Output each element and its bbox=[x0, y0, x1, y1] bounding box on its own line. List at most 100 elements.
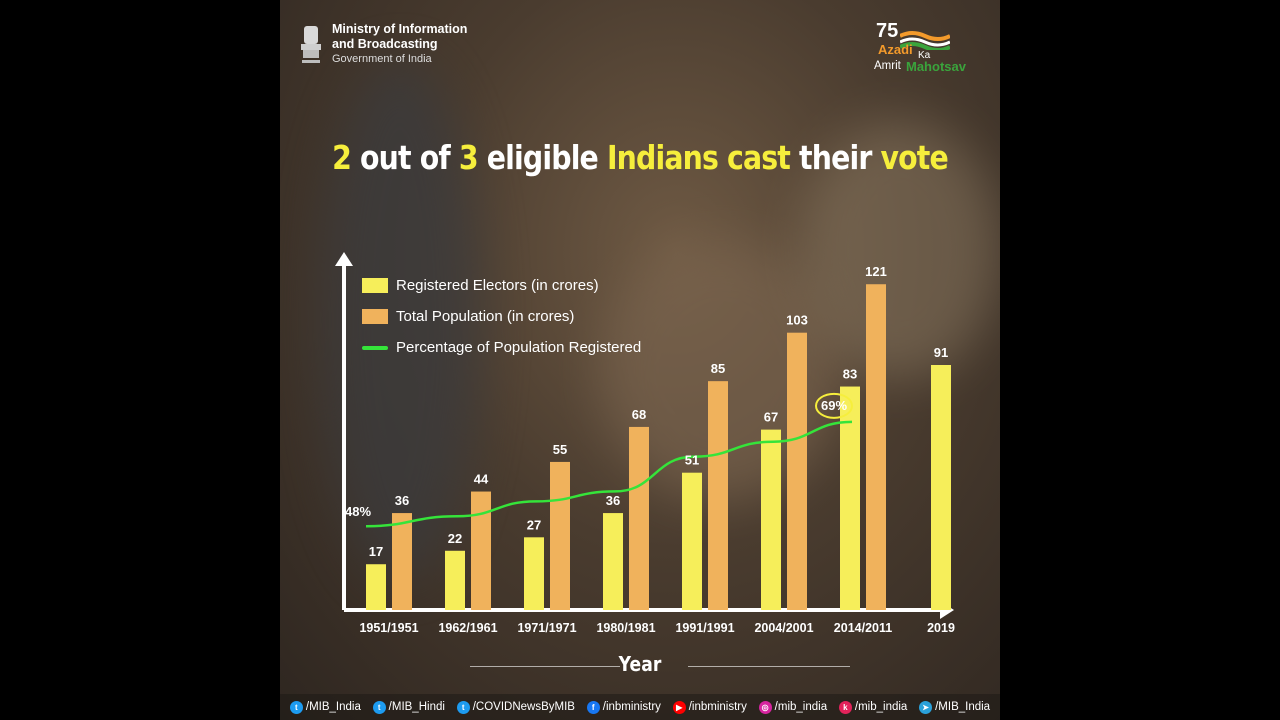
x-axis-title-rule-left bbox=[470, 666, 620, 667]
flag-wave-icon bbox=[900, 31, 950, 50]
social-handle-text: /mib_india bbox=[854, 701, 908, 713]
social-handle-text: /MIB_Hindi bbox=[388, 701, 445, 713]
legend-label: Total Population (in crores) bbox=[396, 308, 575, 325]
logo-amrit: Amrit bbox=[874, 60, 901, 72]
x-tick-label: 2019 bbox=[927, 621, 955, 635]
bar-value-label: 68 bbox=[632, 407, 646, 422]
legend-item-total-population: Total Population (in crores) bbox=[362, 301, 641, 332]
bar-value-label: 91 bbox=[934, 345, 948, 360]
bar-registered-electors bbox=[366, 564, 386, 610]
x-tick-label: 2004/2001 bbox=[754, 621, 813, 635]
social-handle-text: /COVIDNewsByMIB bbox=[472, 701, 575, 713]
line-start-label: 48% bbox=[345, 504, 371, 519]
bar-registered-electors bbox=[840, 386, 860, 610]
infographic-panel: Ministry of Information and Broadcasting… bbox=[280, 0, 1000, 720]
social-handle-text: /inbministry bbox=[602, 701, 661, 713]
bar-total-population bbox=[629, 426, 649, 610]
social-handles-footer: t/MIB_India t/MIB_Hindi t/COVIDNewsByMIB f /… bbox=[280, 694, 1000, 720]
legend-swatch-total-population bbox=[362, 309, 388, 324]
legend-label: Percentage of Population Registered bbox=[396, 339, 642, 356]
chart-legend: Registered Electors (in crores) Total Po… bbox=[362, 270, 641, 363]
logo-75: 75 bbox=[876, 20, 899, 42]
telegram-icon: ➤ bbox=[919, 700, 933, 714]
bar-value-label: 36 bbox=[395, 493, 409, 508]
national-emblem-icon bbox=[301, 26, 321, 63]
headline-segment: 2 bbox=[332, 138, 352, 177]
x-axis-title: Year bbox=[618, 652, 662, 676]
social-handle-text: /inbministry bbox=[688, 701, 747, 713]
bar-total-population bbox=[787, 332, 807, 610]
bar-total-population bbox=[471, 491, 491, 610]
social-handle-text: /mib_india bbox=[774, 701, 828, 713]
bar-marks bbox=[366, 284, 951, 610]
koo-icon: k bbox=[838, 700, 852, 714]
social-handle: f/inbministry bbox=[586, 700, 661, 714]
x-tick-label: 1962/1961 bbox=[438, 621, 497, 635]
bar-registered-electors bbox=[524, 537, 544, 610]
bar-total-population bbox=[550, 461, 570, 610]
bar-value-label: 55 bbox=[553, 442, 567, 457]
bar-value-label: 103 bbox=[786, 313, 808, 328]
bar-value-label: 17 bbox=[369, 544, 383, 559]
bar-registered-electors bbox=[445, 550, 465, 610]
headline-segment: 3 bbox=[458, 138, 479, 177]
headline: 2 out of 3 eligible Indians cast their v… bbox=[330, 138, 949, 177]
facebook-icon: f bbox=[586, 700, 600, 714]
twitter-icon: t bbox=[456, 700, 470, 714]
bar-value-label: 22 bbox=[448, 531, 462, 546]
x-tick-label: 1971/1971 bbox=[517, 621, 576, 635]
social-handle: t/COVIDNewsByMIB bbox=[456, 700, 575, 714]
bar-registered-electors bbox=[603, 513, 623, 610]
bar-total-population bbox=[708, 381, 728, 610]
social-handle-text: /MIB_India bbox=[305, 701, 361, 713]
x-tick-label: 1951/1951 bbox=[359, 621, 418, 635]
social-handle: k/mib_india bbox=[838, 700, 908, 714]
bar-registered-electors bbox=[682, 472, 702, 610]
legend-swatch-percentage-line bbox=[362, 345, 388, 350]
logo-mahotsav: Mahotsav bbox=[906, 59, 966, 74]
line-end-highlight-circle bbox=[815, 392, 853, 419]
social-handle: ➤/MIB_India bbox=[919, 700, 991, 714]
bar-registered-electors bbox=[761, 429, 781, 610]
bar-value-label: 36 bbox=[606, 493, 620, 508]
ministry-name-line1: Ministry of Information bbox=[332, 22, 468, 36]
bar-line-chart: 17 36 1951/1951 22 44 1962/1961 27 55 1971/1971 3… bbox=[335, 252, 955, 635]
chart-labels: 17 36 1951/1951 22 44 1962/1961 27 55 1971/1971 3… bbox=[345, 264, 955, 635]
percentage-line bbox=[365, 420, 853, 528]
legend-item-registered-electors: Registered Electors (in crores) bbox=[362, 270, 641, 301]
percentage-line-layer bbox=[365, 420, 853, 528]
bar-value-label: 83 bbox=[843, 367, 857, 382]
instagram-icon: ◎ bbox=[758, 700, 772, 714]
headline-segment: their bbox=[790, 138, 881, 177]
bar-value-label: 44 bbox=[474, 472, 489, 487]
x-tick-label: 2014/2011 bbox=[834, 621, 892, 635]
legend-label: Registered Electors (in crores) bbox=[396, 277, 599, 294]
ministry-name-line2: and Broadcasting bbox=[332, 37, 438, 51]
headline-segment: out of bbox=[350, 138, 459, 177]
government-of-india: Government of India bbox=[332, 53, 432, 65]
background-blur-figure bbox=[800, 120, 1000, 380]
social-handle: ◎/mib_india bbox=[758, 700, 828, 714]
background-blur-figure bbox=[320, 60, 480, 580]
logo-azadi: Azadi bbox=[878, 42, 913, 57]
social-handle: ▶/inbministry bbox=[672, 700, 747, 714]
line-end-label: 69% bbox=[821, 398, 847, 413]
headline-segment: eligible bbox=[477, 138, 607, 177]
bar-total-population bbox=[392, 513, 412, 610]
twitter-icon: t bbox=[372, 700, 386, 714]
headline-segment: vote bbox=[880, 138, 949, 177]
logo-ka: Ka bbox=[918, 50, 931, 61]
azadi-ka-amrit-mahotsav-logo: 75 Azadi Ka Amrit Mahotsav bbox=[872, 20, 982, 80]
bar-value-label: 51 bbox=[685, 453, 699, 468]
bar-registered-electors bbox=[931, 365, 951, 610]
x-axis-title-rule-right bbox=[688, 666, 850, 667]
bar-value-label: 67 bbox=[764, 410, 778, 425]
bar-value-label: 121 bbox=[865, 264, 887, 279]
x-tick-label: 1980/1981 bbox=[596, 621, 655, 635]
bar-value-label: 85 bbox=[711, 361, 725, 376]
headline-segment: Indians cast bbox=[606, 138, 791, 177]
legend-swatch-registered-electors bbox=[362, 278, 388, 293]
youtube-icon: ▶ bbox=[672, 700, 686, 714]
social-handle-text: /MIB_India bbox=[935, 701, 991, 713]
y-axis-arrow bbox=[335, 252, 353, 266]
